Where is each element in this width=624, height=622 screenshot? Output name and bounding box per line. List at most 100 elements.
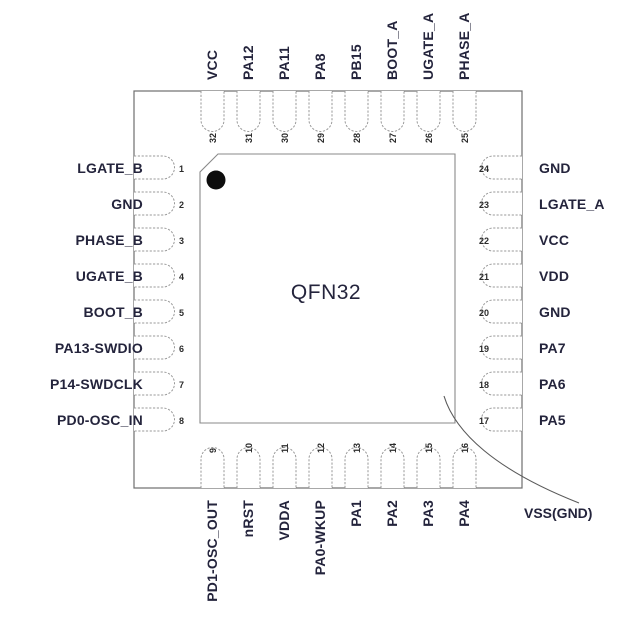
pin-label-6: PA13-SWDIO — [55, 340, 143, 356]
pin-row-left-8[interactable]: PD0-OSC_IN 8 — [57, 407, 184, 432]
pin-row-bottom-10[interactable]: nRST 10 — [236, 443, 261, 538]
pin-number-7: 7 — [179, 380, 184, 390]
pin-pad-20[interactable] — [481, 299, 522, 324]
pin-row-bottom-13[interactable]: PA1 13 — [344, 443, 369, 527]
pin-row-right-21[interactable]: VDD 21 — [479, 263, 569, 288]
pin-row-bottom-12[interactable]: PA0-WKUP 12 — [308, 443, 333, 575]
pin-pad-22[interactable] — [481, 227, 522, 252]
pin-label-19: PA7 — [539, 340, 566, 356]
pin-label-3: PHASE_B — [75, 232, 143, 248]
pin-label-17: PA5 — [539, 412, 566, 428]
pin-number-17: 17 — [479, 416, 489, 426]
pin-row-right-18[interactable]: PA6 18 — [479, 371, 566, 396]
pin-pad-9[interactable] — [200, 447, 225, 489]
pin-number-4: 4 — [179, 272, 184, 282]
pin-label-2: GND — [111, 196, 143, 212]
pin-row-left-1[interactable]: LGATE_B 1 — [77, 155, 184, 180]
pin-pad-28[interactable] — [344, 91, 369, 132]
pin-number-6: 6 — [179, 344, 184, 354]
pin-pad-6[interactable] — [134, 335, 175, 360]
pin-row-bottom-16[interactable]: PA4 16 — [452, 443, 477, 527]
pin-number-13: 13 — [352, 443, 362, 453]
pin-pad-12[interactable] — [308, 447, 333, 489]
pin-pad-16[interactable] — [452, 447, 477, 489]
pin-label-10: nRST — [240, 500, 256, 538]
pin-row-top-27[interactable]: BOOT_A 27 — [380, 20, 405, 143]
pin-number-12: 12 — [316, 443, 326, 453]
pin-pad-29[interactable] — [308, 91, 333, 132]
pin-pad-18[interactable] — [481, 371, 522, 396]
pin-row-right-20[interactable]: GND 20 — [479, 299, 571, 324]
pin-row-bottom-9[interactable]: PD1-OSC_OUT 9 — [200, 447, 225, 602]
pin-row-right-17[interactable]: PA5 17 — [479, 407, 566, 432]
pin-pad-26[interactable] — [416, 91, 441, 132]
pin-number-11: 11 — [280, 443, 290, 453]
exposed-pad-label: VSS(GND) — [524, 505, 592, 521]
pin-pad-8[interactable] — [134, 407, 175, 432]
pin-pad-3[interactable] — [134, 227, 175, 252]
pin-pad-11[interactable] — [272, 447, 297, 489]
pin-number-26: 26 — [424, 133, 434, 143]
pin-row-top-31[interactable]: PA12 31 — [236, 45, 261, 143]
pin-pad-31[interactable] — [236, 91, 261, 132]
pin-pad-2[interactable] — [134, 191, 175, 216]
pin-number-23: 23 — [479, 200, 489, 210]
pin-number-30: 30 — [280, 133, 290, 143]
pin-number-25: 25 — [460, 133, 470, 143]
pin-row-top-30[interactable]: PA11 30 — [272, 46, 297, 143]
pin1-dot — [206, 170, 226, 190]
pin-pad-14[interactable] — [380, 447, 405, 489]
pin-pad-24[interactable] — [481, 155, 522, 180]
pin-row-right-23[interactable]: LGATE_A 23 — [479, 191, 605, 216]
pin-pad-23[interactable] — [481, 191, 522, 216]
die-outline — [199, 153, 456, 424]
pin-label-14: PA2 — [384, 500, 400, 527]
pin-label-13: PA1 — [348, 500, 364, 527]
pin-pad-15[interactable] — [416, 447, 441, 489]
pin-label-8: PD0-OSC_IN — [57, 412, 143, 428]
pin-row-top-28[interactable]: PB15 28 — [344, 44, 369, 143]
pin-row-top-32[interactable]: VCC 32 — [200, 50, 225, 143]
pin-row-left-4[interactable]: UGATE_B 4 — [76, 263, 184, 288]
pin-number-9: 9 — [208, 448, 218, 453]
pin-row-bottom-11[interactable]: VDDA 11 — [272, 443, 297, 540]
pin-row-right-19[interactable]: PA7 19 — [479, 335, 566, 360]
pin-pad-7[interactable] — [134, 371, 175, 396]
bottom-pin-group: PD1-OSC_OUT 9 nRST 10 VDDA 11 PA0-WKUP 1… — [200, 443, 477, 602]
pin-number-28: 28 — [352, 133, 362, 143]
pin-pad-19[interactable] — [481, 335, 522, 360]
pin-row-top-26[interactable]: UGATE_A 26 — [416, 13, 441, 143]
pin-row-right-22[interactable]: VCC 22 — [479, 227, 569, 252]
pin-pad-17[interactable] — [481, 407, 522, 432]
pin-number-16: 16 — [460, 443, 470, 453]
pin-pad-21[interactable] — [481, 263, 522, 288]
pin-pad-27[interactable] — [380, 91, 405, 132]
pin-row-bottom-15[interactable]: PA3 15 — [416, 443, 441, 527]
pin-row-left-6[interactable]: PA13-SWDIO 6 — [55, 335, 184, 360]
pin-row-top-25[interactable]: PHASE_A 25 — [452, 12, 477, 143]
pin-row-bottom-14[interactable]: PA2 14 — [380, 443, 405, 527]
pin-label-27: BOOT_A — [384, 20, 400, 80]
pin-label-9: PD1-OSC_OUT — [204, 500, 220, 602]
pin-row-left-7[interactable]: P14-SWDCLK 7 — [50, 371, 184, 396]
pin-pad-1[interactable] — [134, 155, 175, 180]
pin-pad-5[interactable] — [134, 299, 175, 324]
pin-pad-13[interactable] — [344, 447, 369, 489]
pin-number-2: 2 — [179, 200, 184, 210]
right-pin-group: GND 24 LGATE_A 23 VCC 22 VDD 21 GND 20 P… — [479, 155, 605, 432]
pin-pad-4[interactable] — [134, 263, 175, 288]
pin-label-12: PA0-WKUP — [312, 500, 328, 575]
pin-row-left-2[interactable]: GND 2 — [111, 191, 184, 216]
pin-row-right-24[interactable]: GND 24 — [479, 155, 571, 180]
pin-pad-32[interactable] — [200, 91, 225, 132]
pin-row-left-3[interactable]: PHASE_B 3 — [75, 227, 184, 252]
pin-row-left-5[interactable]: BOOT_B 5 — [83, 299, 184, 324]
pin-pad-30[interactable] — [272, 91, 297, 132]
pin-number-1: 1 — [179, 164, 184, 174]
pin-pad-25[interactable] — [452, 91, 477, 132]
pin-row-top-29[interactable]: PA8 29 — [308, 53, 333, 143]
pin-number-24: 24 — [479, 164, 489, 174]
pin-pad-10[interactable] — [236, 447, 261, 489]
